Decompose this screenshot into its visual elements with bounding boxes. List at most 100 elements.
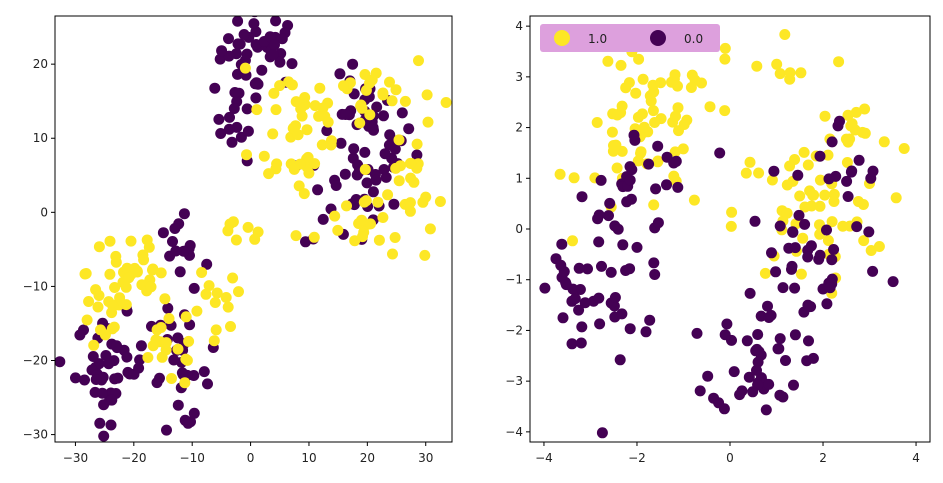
point-class-1.0 — [123, 272, 135, 284]
point-class-0.0 — [228, 103, 240, 114]
point-class-1.0 — [308, 231, 320, 243]
point-class-1.0 — [779, 29, 791, 40]
point-class-0.0 — [251, 77, 262, 89]
point-class-1.0 — [890, 192, 902, 204]
point-class-0.0 — [614, 354, 626, 366]
point-class-0.0 — [691, 327, 703, 339]
point-class-0.0 — [403, 123, 415, 135]
y-tick-label: −3 — [505, 374, 523, 388]
point-class-0.0 — [74, 329, 86, 341]
point-class-1.0 — [655, 77, 667, 89]
x-tick-label: 0 — [726, 451, 734, 465]
point-class-1.0 — [373, 234, 385, 246]
point-class-1.0 — [841, 157, 853, 168]
point-class-1.0 — [865, 245, 877, 256]
point-class-1.0 — [567, 235, 578, 247]
point-class-1.0 — [822, 235, 834, 246]
y-tick-label: 3 — [515, 70, 523, 84]
point-class-0.0 — [224, 111, 235, 123]
point-class-0.0 — [780, 355, 791, 366]
point-class-1.0 — [781, 179, 793, 191]
point-class-1.0 — [147, 340, 159, 352]
point-class-1.0 — [313, 110, 325, 122]
point-class-1.0 — [802, 159, 814, 171]
point-class-0.0 — [573, 304, 585, 316]
point-class-1.0 — [819, 189, 831, 201]
x-tick-label: −10 — [180, 451, 205, 465]
point-class-0.0 — [162, 302, 174, 314]
point-class-0.0 — [649, 269, 661, 280]
point-class-1.0 — [611, 162, 623, 174]
point-class-1.0 — [155, 267, 167, 279]
point-class-0.0 — [763, 378, 775, 390]
point-class-1.0 — [795, 67, 807, 79]
y-tick-label: −1 — [505, 273, 523, 287]
point-class-1.0 — [719, 42, 731, 54]
point-class-0.0 — [103, 358, 115, 370]
point-class-1.0 — [239, 62, 251, 74]
point-class-1.0 — [196, 267, 208, 278]
point-class-0.0 — [803, 335, 814, 347]
point-class-1.0 — [399, 95, 411, 107]
point-class-1.0 — [857, 126, 868, 138]
axes-frame — [54, 15, 453, 443]
point-class-1.0 — [290, 96, 302, 108]
point-class-0.0 — [105, 419, 117, 431]
point-class-0.0 — [213, 113, 225, 125]
point-class-0.0 — [555, 259, 567, 271]
point-class-1.0 — [568, 172, 580, 184]
point-class-0.0 — [640, 326, 652, 338]
point-class-1.0 — [296, 110, 308, 122]
point-class-1.0 — [109, 282, 121, 293]
point-class-0.0 — [579, 297, 591, 309]
point-class-1.0 — [678, 119, 690, 130]
point-class-0.0 — [851, 221, 863, 233]
point-class-0.0 — [256, 64, 268, 76]
point-class-1.0 — [364, 109, 376, 121]
y-tick-label: −30 — [23, 428, 48, 442]
x-tick-label: 0 — [247, 451, 255, 465]
point-class-0.0 — [821, 298, 833, 310]
point-class-1.0 — [298, 188, 310, 200]
point-class-0.0 — [821, 224, 832, 236]
point-class-1.0 — [395, 160, 406, 172]
point-class-0.0 — [134, 354, 146, 366]
point-class-1.0 — [434, 196, 446, 207]
point-class-0.0 — [867, 265, 879, 277]
point-class-1.0 — [314, 82, 326, 94]
point-class-1.0 — [822, 149, 834, 161]
point-class-0.0 — [167, 236, 178, 247]
point-class-1.0 — [377, 212, 389, 223]
point-class-1.0 — [784, 160, 796, 172]
point-class-1.0 — [332, 224, 344, 236]
point-class-1.0 — [181, 354, 193, 366]
point-class-0.0 — [157, 227, 169, 239]
point-class-0.0 — [151, 377, 163, 389]
point-class-1.0 — [771, 58, 783, 70]
point-class-0.0 — [824, 282, 836, 294]
point-class-1.0 — [417, 196, 429, 208]
point-class-1.0 — [828, 196, 840, 207]
point-class-0.0 — [789, 329, 801, 341]
point-class-1.0 — [685, 82, 697, 93]
point-class-0.0 — [751, 343, 763, 355]
point-class-1.0 — [457, 183, 468, 194]
point-class-1.0 — [301, 124, 313, 136]
point-class-1.0 — [183, 335, 195, 347]
point-class-1.0 — [794, 190, 806, 202]
x-tick-label: −4 — [535, 451, 553, 465]
point-class-1.0 — [457, 259, 468, 270]
point-class-0.0 — [269, 39, 280, 51]
point-class-1.0 — [382, 189, 394, 201]
point-class-1.0 — [424, 223, 436, 235]
point-class-0.0 — [774, 333, 786, 345]
point-class-0.0 — [250, 92, 262, 104]
point-class-1.0 — [125, 235, 137, 247]
point-class-0.0 — [176, 367, 188, 379]
y-tick-label: 20 — [33, 57, 48, 71]
point-class-1.0 — [268, 87, 280, 99]
point-class-0.0 — [388, 198, 400, 210]
point-class-0.0 — [188, 282, 200, 294]
point-class-1.0 — [227, 216, 239, 228]
point-class-1.0 — [210, 324, 222, 336]
